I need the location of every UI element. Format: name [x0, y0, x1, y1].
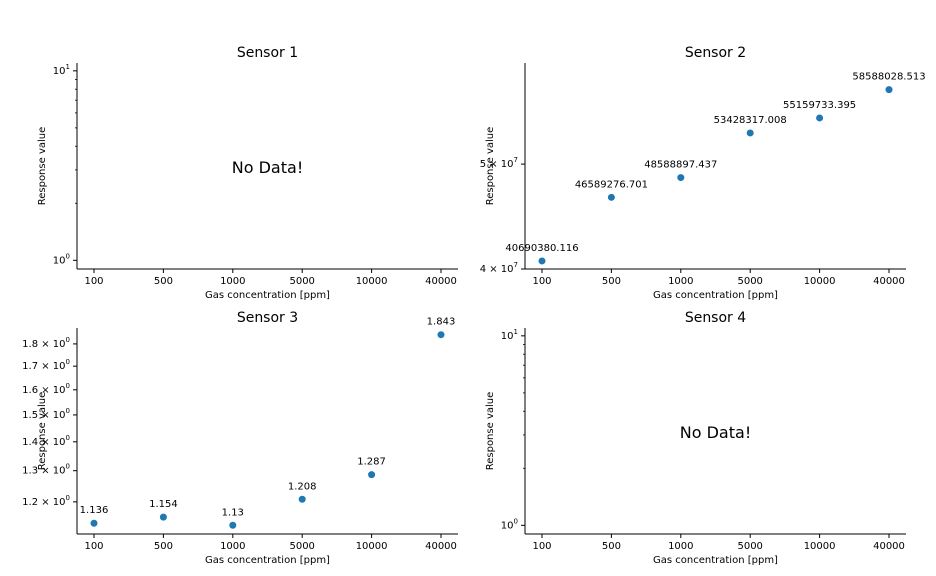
- subplot-2: Sensor 2 100 500 1000 5000 10000 40000 Gas conc…: [480, 45, 926, 301]
- x-tick-label: 10000: [804, 541, 836, 552]
- data-point: [90, 519, 98, 527]
- x-tick-label: 1000: [220, 276, 245, 287]
- x-tick-label: 40000: [425, 541, 457, 552]
- data-point: [229, 521, 237, 529]
- no-data-message: No Data!: [680, 423, 751, 442]
- x-tick-label: 5000: [737, 541, 762, 552]
- data-label: 1.154: [149, 499, 178, 510]
- x-tick-label: 100: [84, 276, 103, 287]
- data-point: [298, 495, 306, 503]
- subplot-3: Sensor 3 100 500 1000 5000 10000 40000 Gas conc…: [22, 310, 458, 566]
- data-label: 1.843: [427, 317, 456, 328]
- data-label: 1.287: [357, 457, 386, 468]
- y-tick-label: 101: [501, 328, 518, 342]
- data-label: 55159733.395: [783, 100, 856, 111]
- data-point: [816, 114, 824, 122]
- chart-title: Sensor 1: [237, 45, 298, 61]
- x-tick-label: 1000: [668, 541, 693, 552]
- data-label: 53428317.008: [714, 115, 787, 126]
- y-axis-label: Response value: [485, 127, 496, 206]
- x-axis-label: Gas concentration [ppm]: [205, 555, 330, 566]
- chart-title: Sensor 2: [685, 45, 746, 61]
- x-tick-label: 500: [602, 276, 621, 287]
- data-point: [746, 129, 754, 137]
- x-axis-label: Gas concentration [ppm]: [205, 290, 330, 301]
- x-tick-label: 40000: [873, 276, 905, 287]
- y-tick-label: 5 × 107: [480, 156, 518, 170]
- data-point: [437, 331, 445, 339]
- x-axis-label: Gas concentration [ppm]: [653, 555, 778, 566]
- x-tick-label: 100: [532, 276, 551, 287]
- data-point: [368, 471, 376, 479]
- x-tick-label: 5000: [737, 276, 762, 287]
- x-tick-label: 10000: [356, 276, 388, 287]
- y-tick-label: 100: [53, 252, 70, 266]
- data-label: 1.13: [222, 507, 244, 518]
- chart-title: Sensor 4: [685, 310, 746, 326]
- data-label: 46589276.701: [575, 179, 648, 190]
- x-tick-label: 1000: [220, 541, 245, 552]
- x-tick-label: 100: [84, 541, 103, 552]
- x-tick-label: 40000: [425, 276, 457, 287]
- y-tick-label: 4 × 107: [480, 261, 518, 275]
- x-tick-label: 5000: [289, 276, 314, 287]
- data-point: [607, 193, 615, 201]
- y-tick-label: 1.6 × 100: [22, 382, 70, 396]
- chart-title: Sensor 3: [237, 310, 298, 326]
- x-tick-label: 100: [532, 541, 551, 552]
- data-label: 40690380.116: [505, 243, 578, 254]
- x-tick-label: 500: [154, 541, 173, 552]
- data-point: [159, 513, 167, 521]
- y-axis-label: Response value: [37, 127, 48, 206]
- data-point: [677, 174, 685, 182]
- y-tick-label: 1.8 × 100: [22, 336, 70, 350]
- data-point: [885, 86, 893, 94]
- x-tick-label: 5000: [289, 541, 314, 552]
- data-point: [538, 257, 546, 265]
- x-tick-label: 500: [154, 276, 173, 287]
- no-data-message: No Data!: [232, 158, 303, 177]
- data-label: 1.136: [80, 505, 109, 516]
- y-tick-label: 1.2 × 100: [22, 494, 70, 508]
- subplot-4: Sensor 4 100 500 1000 5000 10000 40000 Gas conc…: [485, 310, 906, 566]
- y-tick-label: 1.7 × 100: [22, 358, 70, 372]
- x-axis-label: Gas concentration [ppm]: [653, 290, 778, 301]
- y-axis-label: Response value: [37, 392, 48, 471]
- x-tick-label: 500: [602, 541, 621, 552]
- y-tick-label: 1.4 × 100: [22, 434, 70, 448]
- x-tick-label: 1000: [668, 276, 693, 287]
- data-label: 58588028.513: [852, 72, 925, 83]
- y-tick-label: 1.5 × 100: [22, 407, 70, 421]
- data-label: 48588897.437: [644, 160, 717, 171]
- x-tick-label: 10000: [804, 276, 836, 287]
- y-tick-label: 101: [53, 63, 70, 77]
- x-tick-label: 40000: [873, 541, 905, 552]
- y-axis-label: Response value: [485, 392, 496, 471]
- y-tick-label: 100: [501, 517, 518, 531]
- data-label: 1.208: [288, 481, 317, 492]
- x-tick-label: 10000: [356, 541, 388, 552]
- y-tick-label: 1.3 × 100: [22, 463, 70, 477]
- subplot-1: Sensor 1 100 500 1000 5000 10000 40000 Gas conc…: [37, 45, 458, 301]
